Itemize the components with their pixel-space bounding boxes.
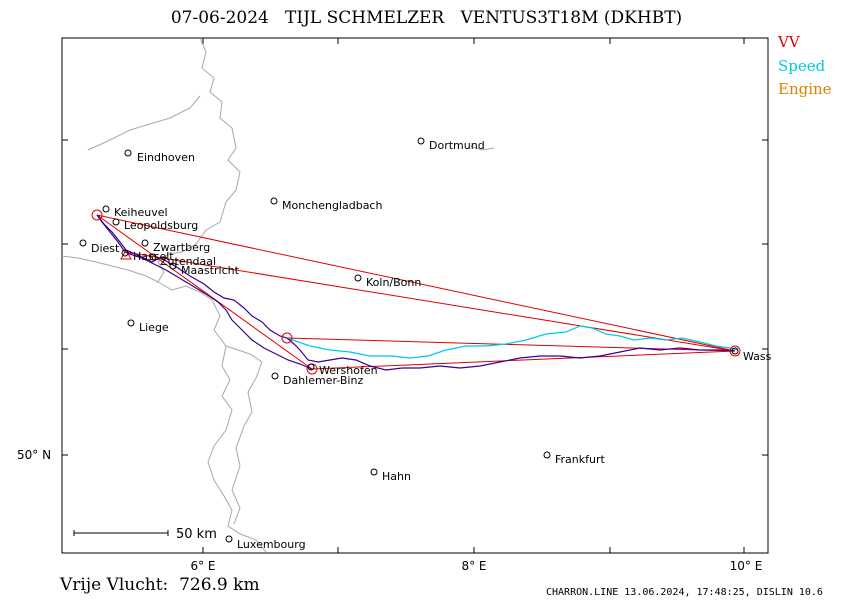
pilot-name: TIJL SCHMELZER [285, 8, 445, 28]
city-label: Zwartberg [153, 241, 210, 254]
city-label: Koln/Bonn [366, 276, 421, 289]
flight-track [96, 214, 736, 371]
speed-track [286, 325, 739, 359]
flight-date: 07-06-2024 [170, 8, 269, 28]
scale-bar-label: 50 km [176, 527, 217, 542]
legend-speed: Speed [778, 57, 826, 75]
map-frame [61, 37, 769, 554]
city-label: Diest [91, 242, 120, 255]
city-label: Dahlemer-Binz [283, 374, 363, 387]
city-label: Zutendaal [160, 255, 216, 268]
x-tick-label-6e: 6° E [190, 559, 215, 573]
city-label: Dortmund [429, 139, 485, 152]
glider-id: VENTUS3T18M (DKHBT) [460, 8, 683, 28]
city-label: Leopoldsburg [124, 219, 198, 232]
x-tick-label-10e: 10° E [730, 559, 763, 573]
turnpoint-markers [91, 209, 741, 375]
map-title: 07-06-2024 TIJL SCHMELZER VENTUS3T18M (D… [0, 8, 853, 28]
city-label: Keiheuvel [114, 206, 168, 219]
legend-engine: Engine [778, 80, 832, 98]
x-tick-label-8e: 8° E [461, 559, 486, 573]
tick-marks [62, 38, 768, 553]
city-label: Wershofen [319, 364, 378, 377]
city-label: Eindhoven [137, 151, 195, 164]
city-label: Hahn [382, 470, 411, 483]
country-borders [61, 37, 495, 553]
city-label: Liege [139, 321, 169, 334]
city-label: Monchengladbach [282, 199, 382, 212]
scale-bar: 50 km [73, 527, 217, 542]
city-markers: Eindhoven Dortmund Keiheuvel Leopoldsbur… [79, 137, 772, 551]
legend-vv: VV [778, 33, 800, 51]
flight-track-return [96, 214, 313, 370]
software-credit: CHARRON.LINE 13.06.2024, 17:48:25, DISLI… [546, 587, 823, 598]
city-label: Wass [743, 350, 772, 363]
city-label: Maastricht [181, 264, 240, 277]
city-label: Hasselt [133, 250, 174, 263]
y-tick-label-50n: 50° N [17, 448, 51, 462]
free-flight-distance: Vrije Vlucht: 726.9 km [60, 575, 260, 595]
city-label: Frankfurt [555, 453, 605, 466]
task-triangle [96, 214, 736, 370]
city-label: Luxembourg [237, 538, 306, 551]
